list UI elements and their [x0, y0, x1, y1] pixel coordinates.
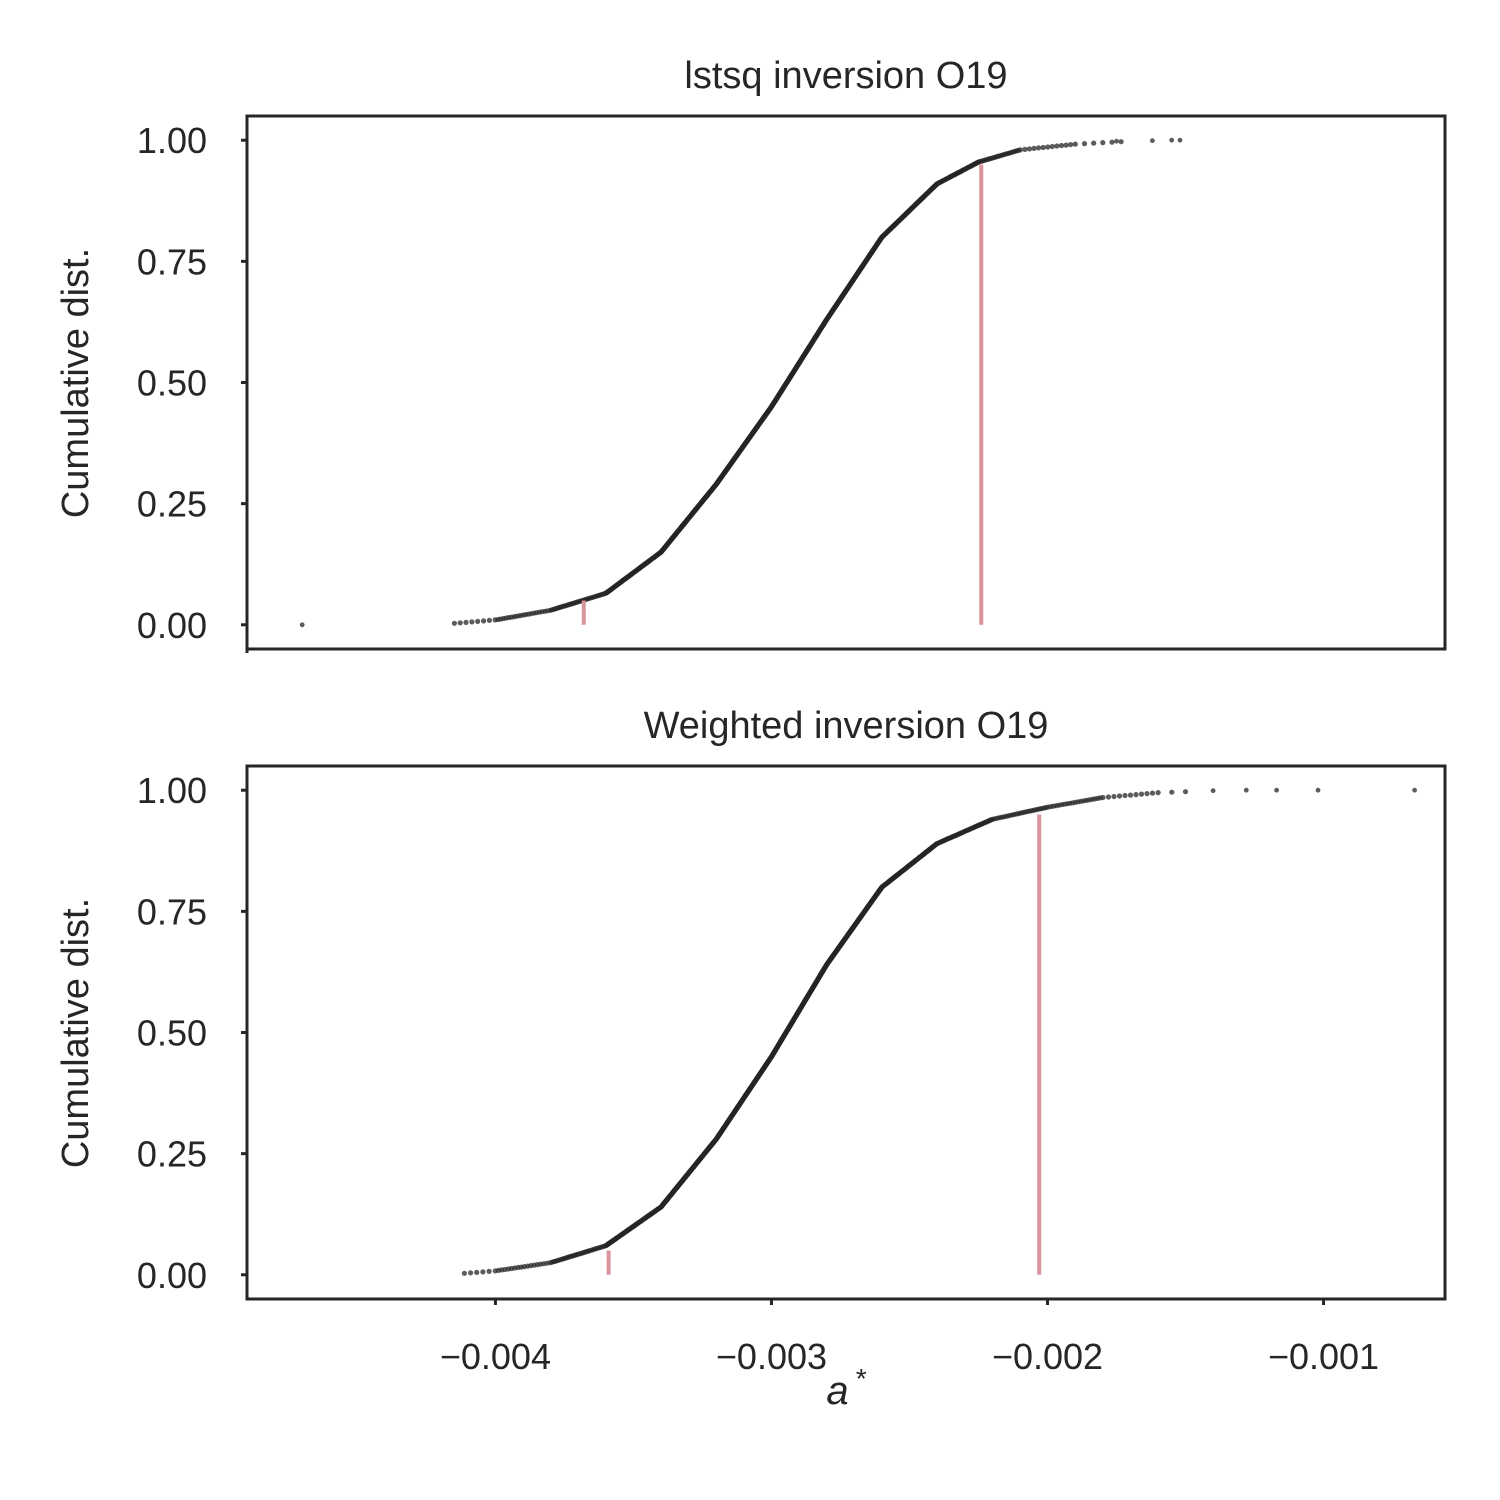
y-tick-label: 0.50	[137, 1013, 207, 1054]
data-point	[469, 619, 475, 625]
data-point	[463, 619, 469, 626]
x-tick-label: −0.002	[992, 1336, 1103, 1377]
data-point	[1315, 787, 1321, 793]
y-tick-label: 0.75	[137, 891, 207, 932]
cdf-points	[299, 137, 1183, 628]
data-point	[1045, 144, 1051, 150]
plot-frame	[245, 114, 1447, 651]
data-point	[1177, 137, 1183, 143]
y-tick-label: 0.75	[137, 241, 207, 282]
data-point	[1138, 791, 1145, 797]
plot-frame	[245, 764, 1447, 1301]
data-point	[474, 1269, 480, 1275]
y-ticks: 0.00 0.25 0.50 0.75 1.00	[137, 770, 247, 1296]
data-point	[299, 622, 305, 628]
y-tick-label: 0.25	[137, 1134, 207, 1175]
data-point	[1127, 792, 1134, 798]
x-axis-label-sup: *	[855, 1363, 867, 1394]
panel-title: lstsq inversion O19	[684, 55, 1007, 97]
data-point	[1026, 146, 1032, 152]
data-point	[481, 618, 487, 624]
data-point	[451, 620, 457, 626]
data-point	[1031, 145, 1037, 151]
cdf-points	[461, 787, 1417, 1276]
y-axis-label: Cumulative dist.	[55, 898, 97, 1168]
data-point	[1036, 145, 1042, 151]
panel-weighted: Weighted inversion O19 Cumulative dist. …	[55, 705, 1447, 1377]
data-point	[461, 1270, 467, 1276]
data-point	[1150, 138, 1155, 144]
x-axis-label: a *	[826, 1363, 866, 1413]
data-point	[1017, 147, 1023, 153]
y-tick-label: 0.00	[137, 1255, 207, 1296]
data-point	[1049, 143, 1055, 150]
data-point	[480, 1269, 486, 1275]
data-point	[1058, 142, 1065, 149]
data-point	[1091, 140, 1097, 146]
x-axis-label-base: a	[826, 1369, 848, 1413]
data-point	[1122, 792, 1128, 799]
data-point	[1068, 142, 1074, 148]
percentile-lines	[581, 164, 984, 625]
data-point	[1040, 144, 1046, 151]
data-point	[1155, 790, 1161, 796]
data-point	[1169, 137, 1175, 143]
data-point	[1081, 141, 1088, 147]
data-point	[1118, 139, 1124, 145]
y-tick-label: 1.00	[137, 120, 207, 161]
y-ticks: 0.00 0.25 0.50 0.75 1.00	[137, 120, 249, 653]
data-point	[1105, 794, 1112, 800]
data-point	[1144, 791, 1150, 797]
panel-lstsq: lstsq inversion O19 Cumulative dist. 0.0…	[55, 55, 1447, 653]
data-point	[468, 1270, 474, 1276]
data-point	[1412, 787, 1417, 793]
y-tick-label: 0.25	[137, 484, 207, 525]
y-tick-label: 0.50	[137, 363, 207, 404]
panel-title: Weighted inversion O19	[644, 705, 1049, 747]
y-tick-label: 1.00	[137, 770, 207, 811]
x-tick-label: −0.004	[440, 1336, 551, 1377]
data-point	[1100, 140, 1106, 146]
data-point	[1114, 138, 1119, 144]
data-point	[1149, 790, 1156, 796]
data-point	[1274, 787, 1279, 793]
data-point	[1072, 141, 1078, 147]
x-tick-label: −0.003	[716, 1336, 827, 1377]
data-point	[1054, 143, 1060, 149]
data-point	[1022, 146, 1028, 152]
data-point	[1100, 794, 1106, 801]
data-point	[1210, 788, 1216, 794]
data-point	[1111, 793, 1117, 800]
data-point	[1243, 787, 1249, 793]
data-point	[1116, 793, 1123, 799]
data-point	[1133, 792, 1139, 798]
data-point	[475, 618, 481, 625]
data-point	[486, 1268, 492, 1274]
data-point	[1169, 789, 1175, 795]
data-point	[457, 620, 463, 626]
data-point	[1063, 142, 1069, 148]
x-tick-label: −0.001	[1268, 1336, 1379, 1377]
data-point	[486, 617, 492, 624]
y-tick-label: 0.00	[137, 605, 207, 646]
percentile-lines	[606, 814, 1042, 1275]
y-axis-label: Cumulative dist.	[55, 248, 97, 518]
x-ticks: −0.004 −0.003 −0.002 −0.001	[440, 1299, 1379, 1377]
data-point	[1182, 789, 1189, 795]
data-point	[1109, 139, 1115, 145]
